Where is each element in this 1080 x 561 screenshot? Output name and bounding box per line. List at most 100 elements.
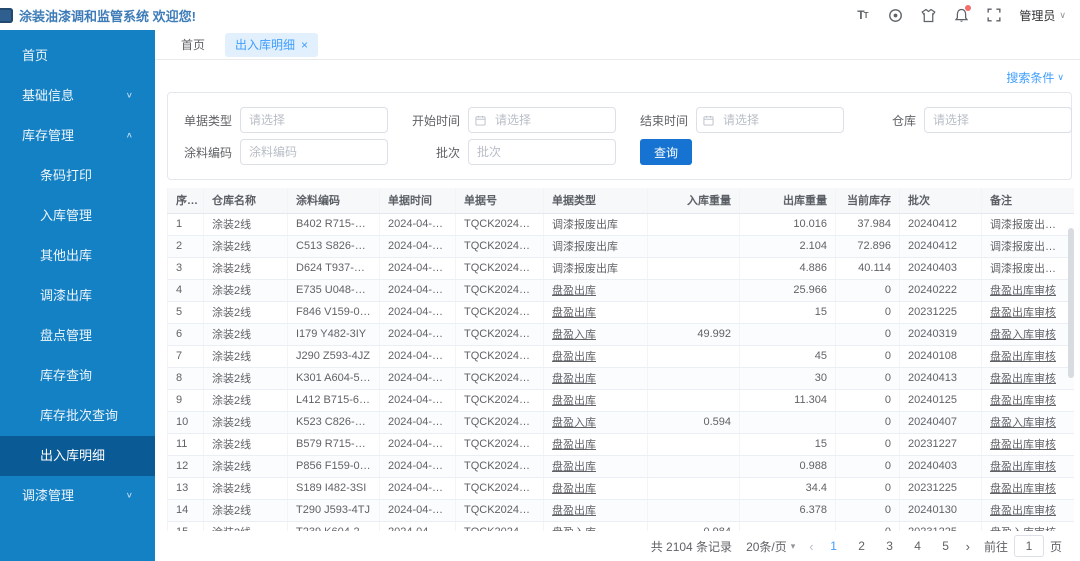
table-cell: 盘盈出库审核 [981,389,1074,412]
query-button[interactable]: 查询 [640,139,693,165]
table-cell: TQCK2024041... [455,257,544,280]
end-time-input[interactable] [696,107,844,133]
table-cell: TQCK2024041... [455,367,544,390]
page-number-1[interactable]: 1 [830,539,837,553]
vertical-scrollbar[interactable] [1068,228,1074,378]
chevron-down-icon: ∨ [1057,71,1064,82]
table-cell: D624 T937-8DT [287,257,380,280]
sidebar-item-4[interactable]: 入库管理 [0,196,155,236]
table-cell: 2024-04-15 14:... [379,345,456,368]
sidebar-item-11[interactable]: 调漆管理 ∨ [0,476,155,516]
next-page-button[interactable]: › [965,538,970,554]
table-cell: 2024-04-15 14:... [379,433,456,456]
table-cell: 20231227 [899,433,982,456]
table-cell: TQCK2024041... [455,279,544,302]
column-header: 序号 [167,188,204,214]
page-number-5[interactable]: 5 [942,539,949,553]
table-cell: 涂装2线 [203,411,288,434]
batch-input[interactable] [468,139,616,165]
column-header: 单据时间 [379,188,456,214]
warehouse-select[interactable] [924,107,1072,133]
field-start-time: 开始时间 [398,107,616,133]
table-cell: 0 [835,389,900,412]
table-cell: 盘盈出库审核 [981,499,1074,522]
page-number-3[interactable]: 3 [886,539,893,553]
tab-inout-detail[interactable]: 出入库明细 × [225,32,319,57]
table-cell: 10 [167,411,204,434]
table-cell: 0 [835,279,900,302]
notification-bell-icon[interactable] [953,5,972,23]
table-cell: K301 A604-5KA [287,367,380,390]
sidebar-item-label: 条码打印 [40,168,93,183]
table-cell: 34.4 [739,477,836,500]
table-cell: B402 R715-6BR [287,213,380,236]
sidebar-item-0[interactable]: 首页 [0,36,155,76]
paint-code-input[interactable] [240,139,388,165]
tab-home[interactable]: 首页 [171,33,215,57]
page-number-2[interactable]: 2 [858,539,865,553]
table-cell: 20240319 [899,323,982,346]
close-icon[interactable]: × [301,37,309,52]
fullscreen-icon[interactable] [986,7,1002,23]
chevron-up-icon: ∧ [125,131,133,140]
start-time-input[interactable] [468,107,616,133]
column-header: 单据类型 [543,188,648,214]
theme-shirt-icon[interactable] [920,7,936,23]
sidebar-item-3[interactable]: 条码打印 [0,156,155,196]
user-menu[interactable]: 管理员 ∨ [1019,7,1066,24]
target-icon[interactable] [887,7,903,23]
table-cell [739,411,836,434]
sidebar-item-9[interactable]: 库存批次查询 [0,396,155,436]
page-size-select[interactable]: 20条/页 ▾ [746,538,795,555]
doc-type-select[interactable] [240,107,388,133]
goto-page-input[interactable] [1013,535,1044,557]
sidebar-item-5[interactable]: 其他出库 [0,236,155,276]
table-cell: 0 [835,433,900,456]
table-cell: 涂装2线 [203,323,288,346]
table-row[interactable]: 15涂装2线T239 K604-2RH2024-04-15 14:...TQCK… [167,521,1074,531]
sidebar-item-8[interactable]: 库存查询 [0,356,155,396]
page-number-4[interactable]: 4 [914,539,921,553]
sidebar-item-2[interactable]: 库存管理 ∧ [0,116,155,156]
table-cell: T290 J593-4TJ [287,499,380,522]
table-cell: 涂装2线 [203,345,288,368]
table-cell: 涂装2线 [203,235,288,258]
table-cell: 2024-04-15 15:... [379,235,456,258]
table-cell [647,455,740,478]
field-doc-type: 单据类型 [170,107,388,133]
table-cell: 2024-04-15 14:... [379,521,456,531]
table-cell: 49.992 [647,323,740,346]
table-cell [647,389,740,412]
search-conditions-toggle[interactable]: 搜索条件 ∨ [1006,69,1064,86]
search-conditions-label: 搜索条件 [1006,70,1055,85]
sidebar-item-10[interactable]: 出入库明细 [0,436,155,476]
table-cell: 1 [167,213,204,236]
table-cell [647,499,740,522]
table-cell: 2024-04-15 14:... [379,367,456,390]
sidebar-item-1[interactable]: 基础信息 ∨ [0,76,155,116]
sidebar-item-7[interactable]: 盘点管理 [0,316,155,356]
table-cell: TQCK2024041... [455,301,544,324]
sidebar-item-6[interactable]: 调漆出库 [0,276,155,316]
table-cell: 盘盈入库 [543,521,648,531]
table-cell: 0 [835,367,900,390]
prev-page-button[interactable]: ‹ [809,538,814,554]
table-cell: 涂装2线 [203,279,288,302]
sidebar-item-label: 调漆出库 [40,288,93,303]
table-cell: 2024-04-15 15:... [379,213,456,236]
